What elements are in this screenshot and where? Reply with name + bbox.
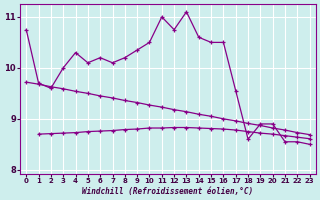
X-axis label: Windchill (Refroidissement éolien,°C): Windchill (Refroidissement éolien,°C): [82, 187, 253, 196]
